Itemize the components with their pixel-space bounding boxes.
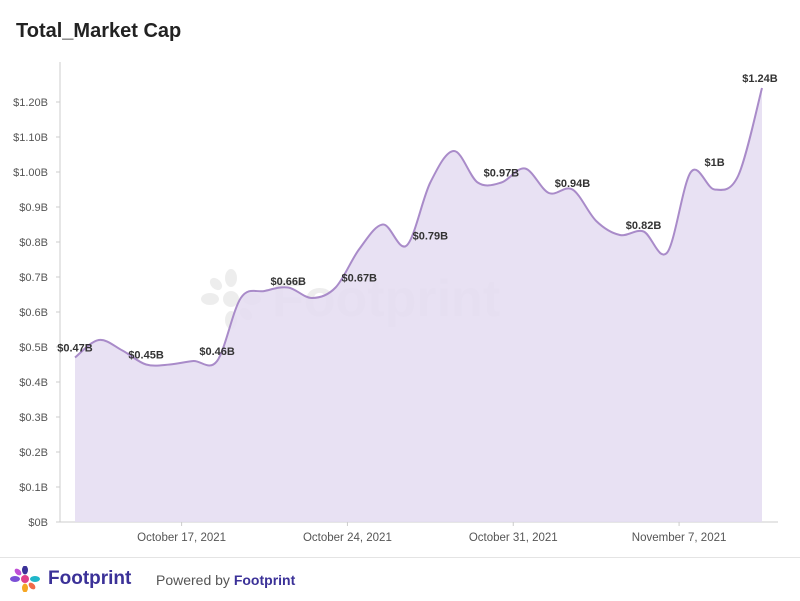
data-label: $0.79B (413, 231, 449, 243)
data-label: $0.67B (342, 273, 378, 285)
x-tick-label: November 7, 2021 (632, 532, 727, 544)
data-label: $0.45B (128, 350, 164, 362)
data-label: $0.94B (555, 178, 591, 190)
data-label: $0.66B (270, 276, 306, 288)
series-area-fill (75, 88, 762, 522)
y-tick-label: $1.10B (13, 132, 48, 144)
y-tick-label: $0.6B (19, 307, 48, 319)
y-tick-label: $0.8B (19, 237, 48, 249)
y-tick-label: $0.5B (19, 342, 48, 354)
data-label: $0.82B (626, 220, 662, 232)
x-tick-label: October 24, 2021 (303, 532, 392, 544)
y-tick-label: $0B (28, 517, 48, 529)
footer: Footprint Powered by Footprint (0, 557, 800, 601)
y-tick-label: $0.7B (19, 272, 48, 284)
data-label: $1B (705, 157, 725, 169)
footer-brand: Footprint (48, 568, 132, 589)
x-tick-label: October 17, 2021 (137, 532, 226, 544)
x-axis: October 17, 2021 October 24, 2021 October … (60, 521, 778, 544)
chart-title: Total_Market Cap (16, 20, 182, 42)
y-tick-label: $0.1B (19, 482, 48, 494)
powered-by-prefix: Powered by (156, 572, 234, 588)
footprint-logo-icon (10, 566, 40, 592)
chart-area: $0B $0.1B $0.2B $0.3B $0.4B $0.5B $0.6B $0.7B $0… (13, 62, 778, 544)
powered-by-brand: Footprint (233, 572, 296, 588)
y-tick-label: $1.00B (13, 167, 48, 179)
powered-by[interactable]: Powered by Footprint (156, 572, 295, 588)
data-label: $0.46B (199, 346, 235, 358)
data-label: $1.24B (742, 73, 778, 85)
data-labels: $0.47B $0.45B $0.46B $0.66B $0.67B $0.79B $0.9… (57, 73, 778, 362)
data-label: $0.47B (57, 343, 93, 355)
footer-logo[interactable]: Footprint (8, 566, 131, 592)
y-tick-label: $1.20B (13, 97, 48, 109)
y-tick-label: $0.3B (19, 412, 48, 424)
data-label: $0.97B (484, 168, 520, 180)
x-tick-label: October 31, 2021 (469, 532, 558, 544)
y-tick-label: $0.9B (19, 202, 48, 214)
series-line (74, 87, 763, 367)
y-axis: $0B $0.1B $0.2B $0.3B $0.4B $0.5B $0.6B $0.7B $0… (13, 62, 61, 529)
y-tick-label: $0.4B (19, 377, 48, 389)
y-tick-label: $0.2B (19, 447, 48, 459)
